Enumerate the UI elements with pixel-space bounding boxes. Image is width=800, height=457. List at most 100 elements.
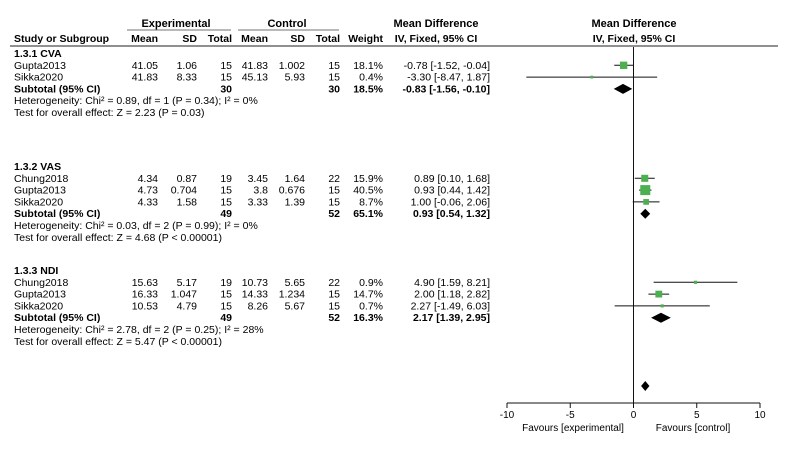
plot-area <box>526 61 738 391</box>
cell-c-total: 15 <box>328 196 340 208</box>
cell-weight: 15.9% <box>353 173 383 185</box>
header-md-right-sub: IV, Fixed, 95% CI <box>593 33 676 45</box>
heterogeneity-text: Heterogeneity: Chi² = 2.78, df = 2 (P = … <box>14 324 264 336</box>
cell-c-total: 15 <box>328 72 340 84</box>
cell-c-sd: 5.65 <box>285 277 306 289</box>
cell-e-sd: 4.79 <box>177 300 198 312</box>
cell-e-mean: 16.33 <box>132 289 158 301</box>
header-md-left: Mean Difference <box>394 18 479 30</box>
subtotal-diamond <box>613 83 633 94</box>
study-name: Chung2018 <box>14 277 68 289</box>
study-name: Gupta2013 <box>14 289 66 301</box>
header-md-left-sub: IV, Fixed, 95% CI <box>395 33 478 45</box>
cell-e-total: 19 <box>220 277 232 289</box>
cell-ci-text: 2.27 [-1.49, 6.03] <box>411 300 490 312</box>
cell-e-total: 15 <box>220 300 232 312</box>
subtotal-label: Subtotal (95% CI) <box>14 312 100 324</box>
header-md-right: Mean Difference <box>592 18 677 30</box>
cell-ci-text: 4.90 [1.59, 8.21] <box>414 277 490 289</box>
cell-c-sd: 1.002 <box>279 60 305 72</box>
cell-e-sd: 0.704 <box>171 185 197 197</box>
overall-effect-text: Test for overall effect: Z = 2.23 (P = 0… <box>14 107 204 119</box>
overall-effect-text: Test for overall effect: Z = 4.68 (P < 0… <box>14 232 222 244</box>
cell-c-total: 15 <box>328 289 340 301</box>
tick-label: -5 <box>566 410 575 421</box>
subtotal-c-total: 52 <box>328 312 340 324</box>
cell-c-total: 15 <box>328 60 340 72</box>
cell-c-mean: 8.26 <box>248 300 269 312</box>
cell-e-mean: 4.33 <box>138 196 159 208</box>
subgroup-title: 1.3.3 NDI <box>14 265 58 277</box>
subtotal-c-total: 30 <box>328 83 340 95</box>
header-e-mean: Mean <box>131 33 158 45</box>
effect-marker <box>693 280 698 284</box>
cell-weight: 14.7% <box>353 289 383 301</box>
header-e-sd: SD <box>182 33 197 45</box>
cell-e-mean: 15.63 <box>132 277 158 289</box>
subtotal-e-total: 49 <box>220 208 232 220</box>
subtotal-weight: 16.3% <box>353 312 383 324</box>
subgroup-title: 1.3.1 CVA <box>14 48 62 60</box>
cell-c-sd: 1.234 <box>279 289 305 301</box>
subtotal-ci: 0.93 [0.54, 1.32] <box>413 208 490 220</box>
cell-e-sd: 1.58 <box>177 196 198 208</box>
tick-label: 5 <box>694 410 700 421</box>
effect-marker <box>655 290 663 298</box>
subtotal-weight: 18.5% <box>353 83 383 95</box>
effect-marker <box>590 75 594 79</box>
cell-c-mean: 3.45 <box>248 173 269 185</box>
cell-c-mean: 45.13 <box>242 72 268 84</box>
cell-c-total: 15 <box>328 300 340 312</box>
study-name: Sikka2020 <box>14 196 63 208</box>
cell-weight: 0.4% <box>359 72 383 84</box>
cell-e-mean: 4.34 <box>138 173 159 185</box>
cell-e-total: 15 <box>220 60 232 72</box>
header-c-sd: SD <box>290 33 305 45</box>
subtotal-c-total: 52 <box>328 208 340 220</box>
favours-control-label: Favours [control] <box>656 423 731 434</box>
cell-ci-text: -0.78 [-1.52, -0.04] <box>404 60 490 72</box>
header-weight: Weight <box>348 33 383 45</box>
header-e-total: Total <box>208 33 232 45</box>
subtotal-ci: -0.83 [-1.56, -0.10] <box>402 83 490 95</box>
cell-ci-text: 1.00 [-0.06, 2.06] <box>411 196 490 208</box>
subtotal-e-total: 49 <box>220 312 232 324</box>
cell-e-total: 15 <box>220 185 232 197</box>
cell-c-mean: 10.73 <box>242 277 268 289</box>
cell-c-mean: 14.33 <box>242 289 268 301</box>
cell-c-sd: 5.93 <box>285 72 306 84</box>
effect-marker <box>641 174 649 182</box>
header-c-mean: Mean <box>241 33 268 45</box>
cell-weight: 18.1% <box>353 60 383 72</box>
total-diamond <box>641 381 650 391</box>
effect-marker <box>619 61 628 69</box>
study-name: Sikka2020 <box>14 72 63 84</box>
cell-c-sd: 1.64 <box>285 173 306 185</box>
cell-weight: 40.5% <box>353 185 383 197</box>
study-name: Sikka2020 <box>14 300 63 312</box>
effect-marker <box>640 185 651 196</box>
cell-c-total: 15 <box>328 185 340 197</box>
header-study: Study or Subgroup <box>14 33 109 45</box>
cell-c-mean: 3.8 <box>253 185 268 197</box>
effect-marker <box>660 304 664 308</box>
cell-ci-text: 2.00 [1.18, 2.82] <box>414 289 490 301</box>
header-control: Control <box>267 18 306 30</box>
favours-experimental-label: Favours [experimental] <box>522 423 624 434</box>
cell-e-sd: 1.06 <box>177 60 198 72</box>
subtotal-e-total: 30 <box>220 83 232 95</box>
cell-c-sd: 1.39 <box>285 196 306 208</box>
heterogeneity-text: Heterogeneity: Chi² = 0.89, df = 1 (P = … <box>14 95 258 107</box>
subtotal-weight: 65.1% <box>353 208 383 220</box>
cell-e-sd: 1.047 <box>171 289 197 301</box>
subtotal-diamond <box>640 208 651 219</box>
cell-e-mean: 41.83 <box>132 72 158 84</box>
header-c-total: Total <box>316 33 340 45</box>
cell-weight: 8.7% <box>359 196 383 208</box>
header-experimental: Experimental <box>141 18 210 30</box>
cell-e-total: 15 <box>220 72 232 84</box>
cell-e-sd: 0.87 <box>177 173 198 185</box>
cell-weight: 0.9% <box>359 277 383 289</box>
study-name: Gupta2013 <box>14 60 66 72</box>
heterogeneity-text: Heterogeneity: Chi² = 0.03, df = 2 (P = … <box>14 220 258 232</box>
